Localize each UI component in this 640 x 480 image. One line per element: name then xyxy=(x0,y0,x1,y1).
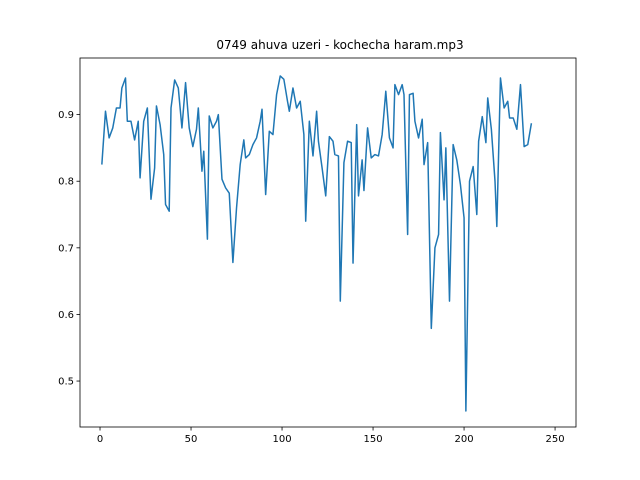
chart-title: 0749 ahuva uzeri - kochecha haram.mp3 xyxy=(216,38,463,52)
x-tick-label: 0 xyxy=(97,434,103,445)
x-tick-label: 50 xyxy=(185,434,198,445)
y-tick-label: 0.8 xyxy=(58,177,74,188)
x-tick-label: 200 xyxy=(455,434,474,445)
axes-frame xyxy=(79,57,577,428)
line xyxy=(101,75,533,412)
x-tick-label: 100 xyxy=(272,434,291,445)
y-tick-label: 0.6 xyxy=(58,310,74,321)
y-tick-label: 0.9 xyxy=(58,110,74,121)
y-tick-label: 0.5 xyxy=(58,377,74,388)
y-tick-label: 0.7 xyxy=(58,243,74,254)
x-tick-label: 250 xyxy=(546,434,565,445)
x-tick-label: 150 xyxy=(364,434,383,445)
